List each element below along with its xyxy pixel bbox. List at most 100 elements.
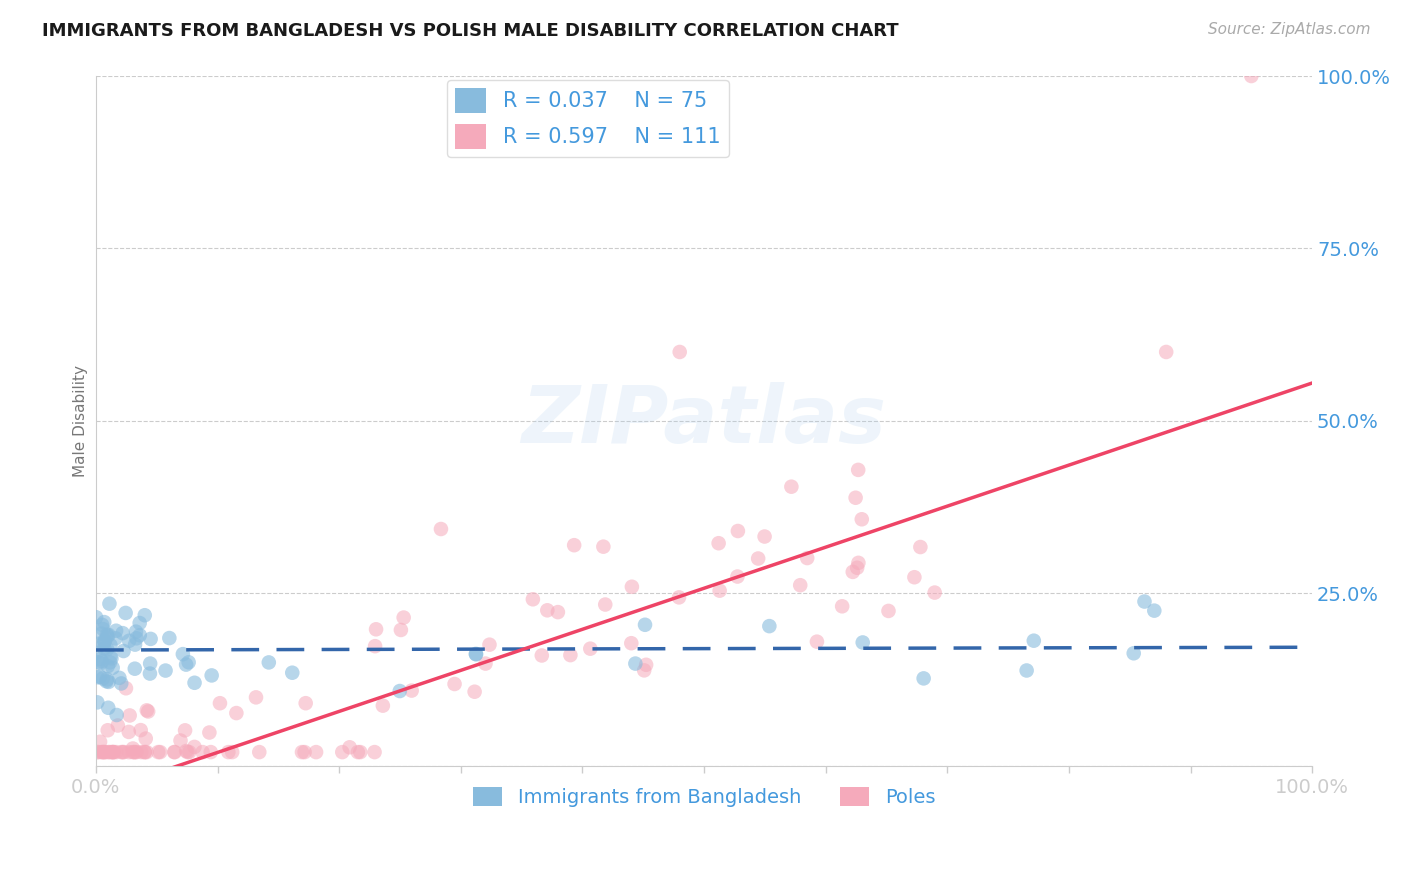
Point [128,615,150,630]
Point [191,745,214,759]
Point [562,538,585,552]
Point [118,708,141,723]
Point [118,633,141,648]
Point [221,745,243,759]
Text: Source: ZipAtlas.com: Source: ZipAtlas.com [1208,22,1371,37]
Point [103,745,125,759]
Point [124,745,146,759]
Point [174,723,197,738]
Point [115,681,138,696]
Point [208,696,231,710]
Point [257,656,280,670]
Point [98,656,121,670]
Point [198,725,221,739]
Point [349,745,371,759]
Point [636,657,658,672]
Point [281,665,304,680]
Point [217,745,239,759]
Point [96,673,118,687]
Point [305,745,328,759]
Point [852,635,875,649]
Point [128,628,150,642]
Point [363,745,385,759]
Point [709,583,731,598]
Point [97,700,120,714]
Point [183,675,205,690]
Point [465,647,488,661]
Point [94,745,117,759]
Point [121,745,143,759]
Point [112,644,135,658]
Point [364,622,387,636]
Point [560,648,582,662]
Point [294,745,316,759]
Point [90,745,112,759]
Point [201,668,224,682]
Point [125,632,148,646]
Point [96,642,118,657]
Point [98,597,121,611]
Point [846,463,869,477]
Text: IMMIGRANTS FROM BANGLADESH VS POLISH MALE DISABILITY CORRELATION CHART: IMMIGRANTS FROM BANGLADESH VS POLISH MAL… [42,22,898,40]
Point [97,674,120,689]
Point [796,551,818,566]
Point [758,619,780,633]
Point [105,708,128,723]
Point [122,745,145,759]
Point [139,657,162,671]
Point [1143,604,1166,618]
Point [806,634,828,648]
Point [294,696,316,710]
Point [89,670,111,684]
Point [851,512,873,526]
Text: ZIPatlas: ZIPatlas [522,382,887,460]
Point [330,745,353,759]
Point [155,664,177,678]
Point [707,536,730,550]
Point [1015,664,1038,678]
Point [620,580,643,594]
Point [924,585,946,599]
Point [364,639,387,653]
Point [1154,345,1177,359]
Point [86,670,108,684]
Point [90,626,112,640]
Point [291,745,314,759]
Point [101,745,124,759]
Point [131,745,153,759]
Point [464,684,486,698]
Point [86,637,108,651]
Point [86,745,108,759]
Point [125,624,148,639]
Point [87,655,110,669]
Point [98,745,121,759]
Point [93,745,115,759]
Point [910,540,932,554]
Point [134,608,156,623]
Point [247,745,270,759]
Point [107,718,129,732]
Point [912,672,935,686]
Point [430,522,453,536]
Point [848,556,870,570]
Point [200,745,222,759]
Point [183,739,205,754]
Point [89,735,111,749]
Point [176,745,198,759]
Point [149,745,172,759]
Point [725,569,748,583]
Point [903,570,925,584]
Point [392,610,415,624]
Point [100,651,122,665]
Point [157,631,180,645]
Point [121,741,143,756]
Point [135,703,157,717]
Point [1133,594,1156,608]
Point [1022,633,1045,648]
Point [831,599,853,614]
Point [174,657,197,672]
Point [530,648,553,663]
Point [93,641,115,656]
Point [114,606,136,620]
Point [668,591,690,605]
